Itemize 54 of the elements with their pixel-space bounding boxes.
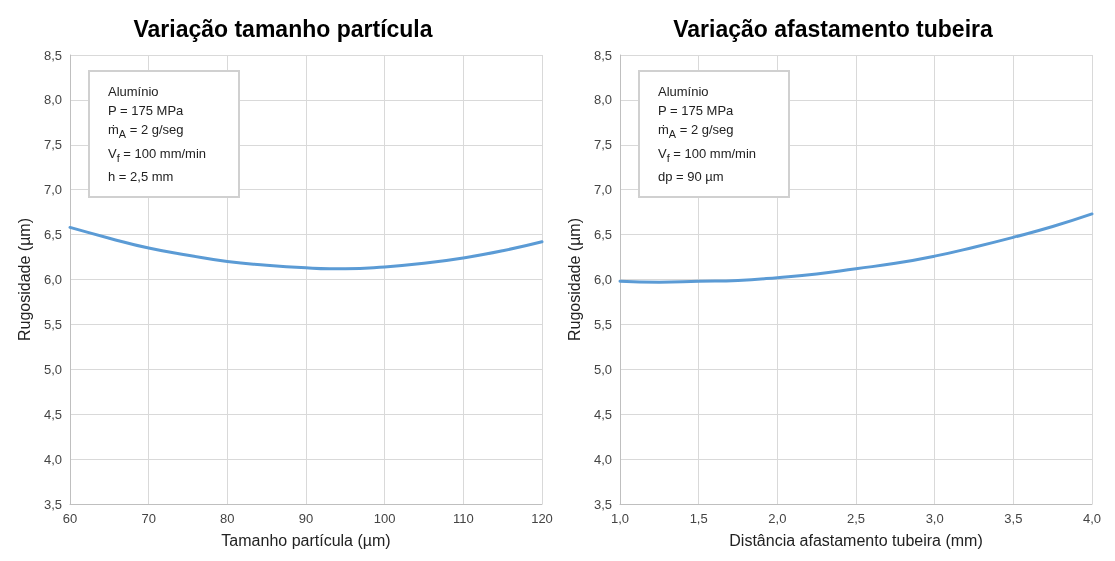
y-tick-label: 6,5	[43, 227, 62, 243]
y-tick-label: 5,0	[43, 361, 62, 377]
annotation: Alumínio	[658, 83, 710, 101]
y-tick-label: 4,5	[43, 406, 62, 422]
y-tick-label: 8,5	[593, 47, 612, 63]
y-tick-label: 5,5	[43, 316, 62, 332]
y-tick-label: 6,5	[593, 227, 612, 243]
annotation: P = 175 MPa	[108, 102, 185, 120]
y-tick-label: 3,5	[43, 496, 62, 512]
y-tick-label: 6,0	[43, 272, 62, 287]
y-tick-label: 4,0	[43, 451, 62, 467]
chart-title: Variação afastamento tubeira	[673, 15, 993, 42]
x-tick-label: 2,5	[846, 511, 866, 526]
x-tick-label: 80	[220, 511, 235, 526]
y-tick-label: 4,5	[593, 406, 612, 422]
y-tick-label: 4,0	[593, 451, 612, 467]
y-tick-label: 8,0	[43, 92, 62, 108]
annotation: h = 2,5 mm	[108, 168, 175, 187]
y-tick-label: 7,5	[593, 137, 612, 153]
x-tick-label: 1,5	[689, 511, 708, 526]
y-tick-label: 7,0	[593, 182, 612, 198]
x-tick-label: 70	[141, 511, 156, 526]
y-tick-label: 7,5	[43, 137, 62, 153]
y-tick-label: 5,5	[593, 316, 612, 332]
line-series	[68, 225, 544, 271]
y-tick-label: 3,5	[593, 496, 612, 512]
y-tick-label: 7,0	[43, 182, 62, 198]
x-tick-label: 1,0	[610, 511, 630, 526]
chart-title: Variação tamanho partícula	[133, 15, 433, 42]
line-series	[618, 212, 1094, 284]
y-tick-label: 6,0	[593, 272, 612, 287]
y-tick-label: 8,5	[43, 47, 62, 63]
x-axis-title: Tamanho partícula (µm)	[221, 531, 391, 549]
annotation: ṁ$_{A}$ = 2 g/seg	[108, 121, 185, 142]
annotation: P = 175 MPa	[658, 102, 735, 120]
x-tick-label: 3,5	[1004, 511, 1023, 526]
x-tick-label: 110	[452, 511, 474, 526]
x-tick-label: 4,0	[1082, 511, 1102, 526]
annotation: V$_{f}$ = 100 mm/min	[658, 144, 758, 166]
annotation: dp = 90 µm	[658, 168, 725, 187]
x-tick-label: 60	[62, 511, 78, 526]
x-tick-label: 3,0	[925, 511, 944, 526]
annotation: Alumínio	[108, 83, 160, 101]
x-tick-label: 100	[373, 511, 396, 526]
x-axis-title: Distância afastamento tubeira (mm)	[729, 531, 983, 549]
y-tick-label: 8,0	[593, 92, 612, 108]
annotation: ṁ$_{A}$ = 2 g/seg	[658, 121, 735, 142]
y-axis-title: Rugosidade (µm)	[15, 217, 33, 342]
x-tick-label: 2,0	[768, 511, 787, 526]
y-axis-title: Rugosidade (µm)	[565, 217, 583, 342]
x-tick-label: 120	[531, 511, 553, 526]
x-tick-label: 90	[298, 511, 314, 526]
annotation: V$_{f}$ = 100 mm/min	[108, 144, 208, 166]
y-tick-label: 5,0	[593, 361, 612, 377]
